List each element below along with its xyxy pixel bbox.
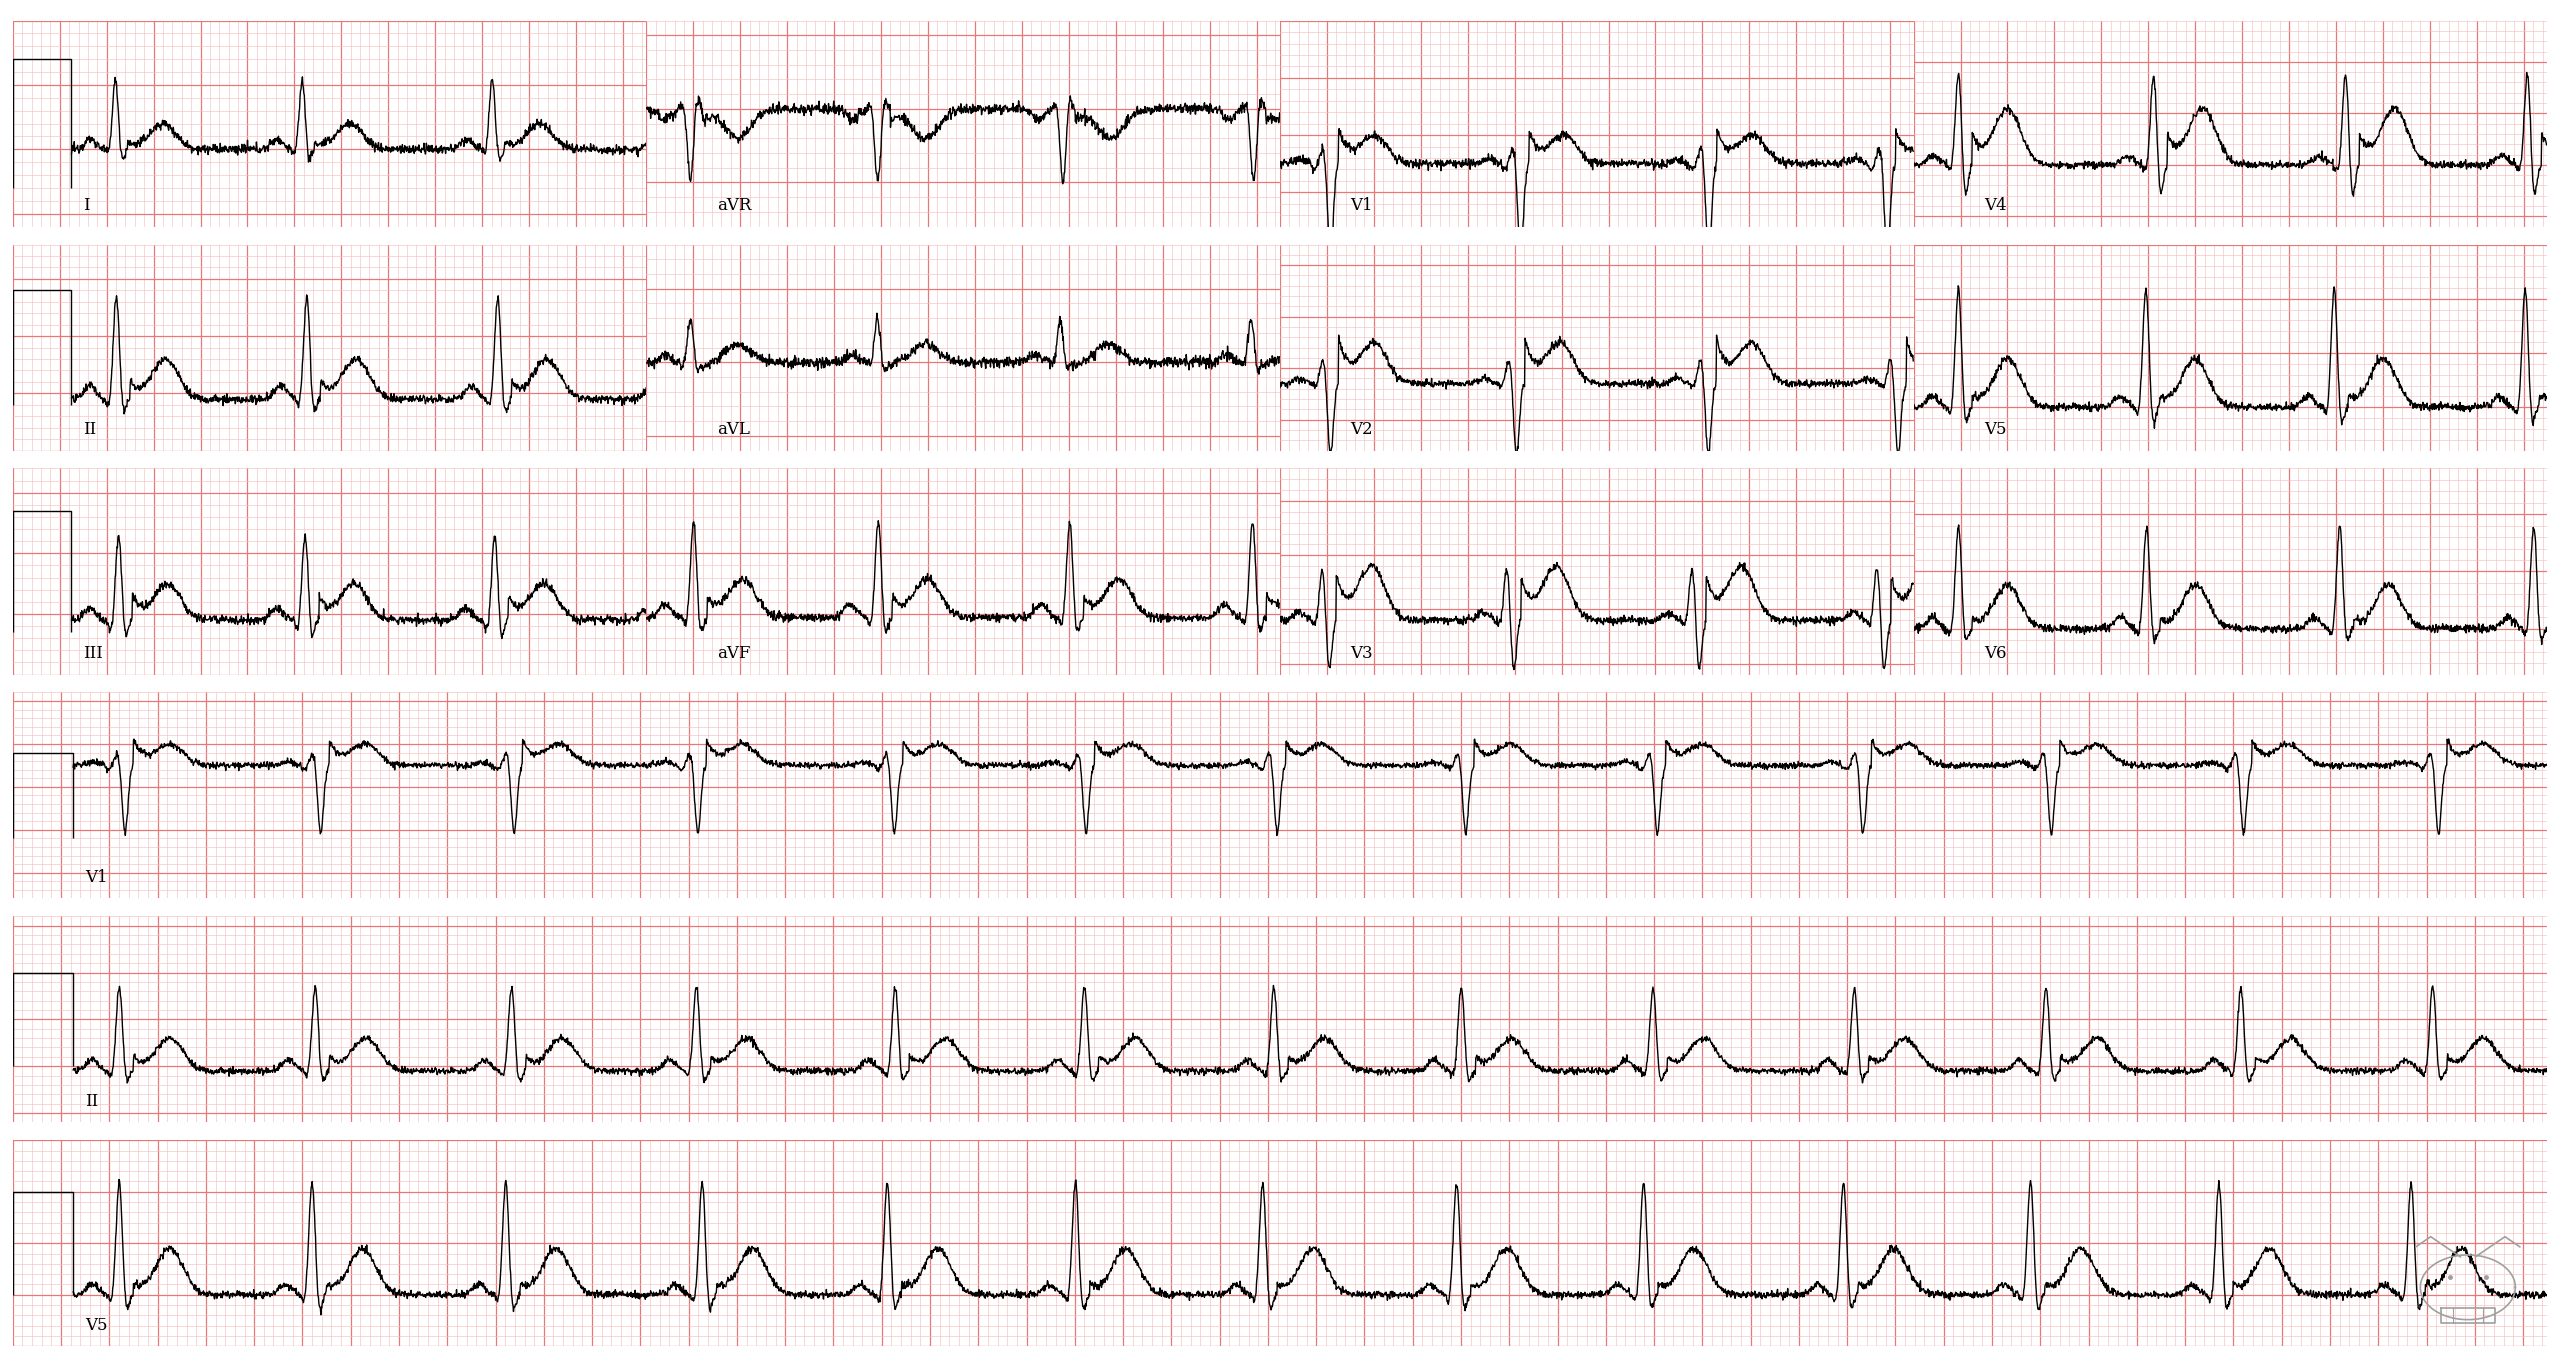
Text: aVL: aVL xyxy=(717,421,750,438)
Text: aVF: aVF xyxy=(717,645,750,662)
Text: III: III xyxy=(82,645,102,662)
Text: V1: V1 xyxy=(84,869,108,886)
Text: V3: V3 xyxy=(1352,645,1372,662)
Text: aVR: aVR xyxy=(717,197,750,214)
Text: II: II xyxy=(82,421,97,438)
Text: V1: V1 xyxy=(1352,197,1372,214)
Text: V5: V5 xyxy=(84,1317,108,1334)
Text: V5: V5 xyxy=(1984,421,2007,438)
Text: V4: V4 xyxy=(1984,197,2007,214)
Text: V2: V2 xyxy=(1352,421,1372,438)
Text: II: II xyxy=(84,1093,97,1110)
Text: V6: V6 xyxy=(1984,645,2007,662)
Text: I: I xyxy=(82,197,90,214)
